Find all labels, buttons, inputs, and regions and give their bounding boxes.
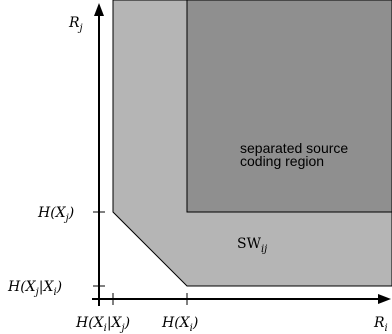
separated-coding-region: [186, 0, 392, 213]
y-axis-label: Rj: [68, 15, 83, 34]
x-tick-label-h-xi-given-xj: H(Xi|Xj): [75, 315, 130, 334]
y-tick-label-h-xj-given-xi: H(Xj|Xi): [7, 279, 62, 298]
sw-region-label: SWij: [237, 236, 267, 255]
x-tick-label-h-xi: H(Xi): [161, 315, 198, 334]
y-tick-label-h-xj: H(Xj): [37, 205, 74, 224]
x-axis-arrow-icon: [378, 294, 391, 304]
separated-region-label-line2: coding region: [240, 153, 324, 169]
y-axis-arrow-icon: [94, 3, 104, 16]
separated-region-label-line1: separated source: [240, 140, 348, 156]
x-axis-label: Ri: [373, 315, 388, 334]
